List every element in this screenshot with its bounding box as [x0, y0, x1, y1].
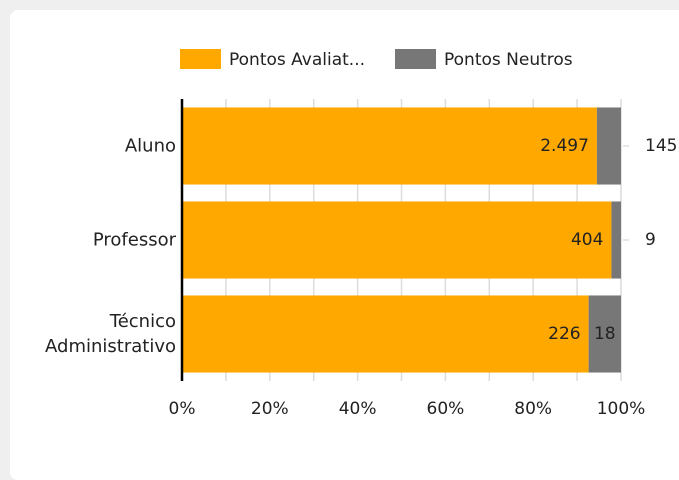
x-tick-label: 40%: [339, 399, 377, 419]
category-label: Professor: [92, 229, 176, 251]
value-label: 2.497: [540, 136, 589, 156]
x-tick-label: 60%: [427, 399, 465, 419]
value-label: 18: [594, 324, 616, 344]
value-label: 404: [571, 230, 603, 250]
x-tick-label: 20%: [251, 399, 289, 419]
category-label: Aluno: [124, 135, 176, 157]
legend-label: Pontos Neutros: [444, 50, 573, 70]
value-label: 9: [645, 230, 656, 250]
category-label: Técnico Administrativo: [45, 311, 176, 357]
bar-segment: [182, 201, 612, 279]
value-label: 145: [645, 136, 677, 156]
bar-segment: [588, 295, 621, 373]
legend-swatch: [395, 49, 436, 69]
legend-swatch: [180, 49, 221, 69]
legend-label: Pontos Avaliat...: [229, 50, 365, 70]
value-label: 226: [548, 324, 580, 344]
x-tick-label: 0%: [169, 399, 196, 419]
bar-segment: [182, 295, 589, 373]
bar-segment: [611, 201, 621, 279]
x-tick-label: 100%: [597, 399, 646, 419]
bar-segment: [596, 107, 621, 185]
x-tick-label: 80%: [514, 399, 552, 419]
bar-segment: [182, 107, 597, 185]
